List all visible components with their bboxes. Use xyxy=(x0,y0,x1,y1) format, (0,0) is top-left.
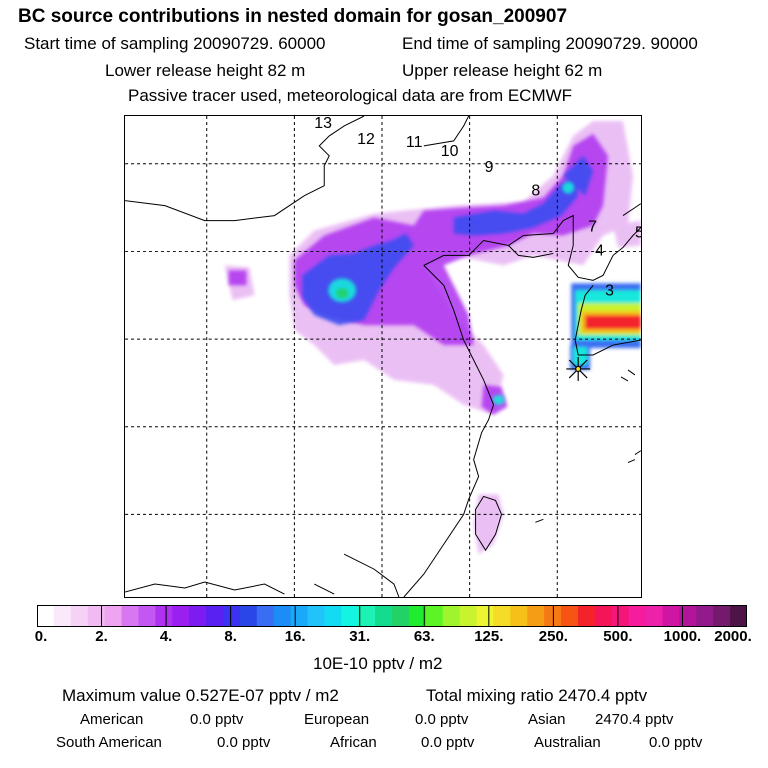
region-name-asian: Asian xyxy=(528,711,566,728)
colorbar-swatch xyxy=(561,605,579,627)
colorbar-swatch xyxy=(696,605,714,627)
colorbar-swatch xyxy=(222,605,241,627)
region-name-american: American xyxy=(80,711,144,728)
heatmap-plot: 13 12 11 10 9 8 7 4 5 3 xyxy=(124,115,642,598)
colorbar-swatch xyxy=(53,605,72,627)
colorbar-swatch xyxy=(662,605,680,627)
colorbar-tick-label: 250. xyxy=(538,628,568,645)
colorbar-swatch xyxy=(425,605,444,627)
traj-label: 13 xyxy=(314,115,332,132)
plume-core-green xyxy=(336,288,349,299)
colorbar-tick-label: 31. xyxy=(349,628,371,645)
colorbar-tick-label: 16. xyxy=(284,628,306,645)
colorbar-swatch xyxy=(375,605,393,627)
tracer-note: Passive tracer used, meteorological data… xyxy=(128,86,573,105)
region-value-asian: 2470.4 pptv xyxy=(595,711,674,728)
colorbar-swatch xyxy=(510,605,528,627)
colorbar-swatch xyxy=(628,605,647,627)
colorbar-swatch xyxy=(104,605,123,627)
colorbar-swatch xyxy=(392,605,410,627)
plume-field xyxy=(224,120,641,555)
colorbar-border xyxy=(37,605,747,627)
traj-label: 3 xyxy=(605,282,614,299)
traj-label: 4 xyxy=(595,242,604,259)
colorbar-swatch xyxy=(70,605,89,627)
colorbar-tick-label: 8. xyxy=(224,628,237,645)
colorbar-swatch xyxy=(138,605,156,627)
traj-label: 12 xyxy=(357,131,375,148)
region-value-european: 0.0 pptv xyxy=(415,711,469,728)
colorbar-swatch xyxy=(493,605,511,627)
total-mixing-ratio: Total mixing ratio 2470.4 pptv xyxy=(426,686,648,705)
colorbar-swatch xyxy=(206,605,224,627)
colorbar-swatch xyxy=(37,605,55,627)
plume-core-blue xyxy=(302,155,594,326)
region-value-south-american: 0.0 pptv xyxy=(217,734,271,751)
region-value-african: 0.0 pptv xyxy=(421,734,475,751)
colorbar-swatch xyxy=(256,605,275,627)
colorbar-swatch xyxy=(645,605,664,627)
colorbar-tick-label: 0. xyxy=(34,628,48,645)
colorbar-tick-label: 4. xyxy=(159,628,173,645)
region-name-south-american: South American xyxy=(56,734,162,751)
graticule xyxy=(125,116,641,597)
colorbar-tick-label: 63. xyxy=(413,628,435,645)
colorbar-swatch xyxy=(239,605,258,627)
colorbar-swatch xyxy=(527,605,545,627)
hotspot xyxy=(570,283,641,370)
colorbar-swatch xyxy=(307,605,325,627)
region-value-australian: 0.0 pptv xyxy=(649,734,703,751)
colorbar-tick-label: 2000. xyxy=(714,628,752,645)
traj-label: 11 xyxy=(406,134,423,151)
colorbar-units: 10E-10 pptv / m2 xyxy=(313,654,443,673)
colorbar-swatch xyxy=(459,605,478,627)
colorbar-swatch xyxy=(611,605,630,627)
end-time: End time of sampling 20090729. 90000 xyxy=(402,34,698,53)
chart-title: BC source contributions in nested domain… xyxy=(18,6,568,27)
colorbar-swatch xyxy=(730,605,747,627)
colorbar-swatch xyxy=(290,605,309,627)
region-value-american: 0.0 pptv xyxy=(190,711,244,728)
colorbar-tick-label: 500. xyxy=(603,628,633,645)
colorbar-tick-label: 125. xyxy=(474,628,504,645)
colorbar-swatch xyxy=(273,605,292,627)
colorbar-swatch xyxy=(358,605,376,627)
region-name-european: European xyxy=(304,711,370,728)
colorbar-swatch xyxy=(408,605,427,627)
lower-release-height: Lower release height 82 m xyxy=(105,61,306,80)
traj-label: 9 xyxy=(485,159,494,176)
traj-label: 8 xyxy=(531,183,540,200)
colorbar-swatch xyxy=(713,605,731,627)
maximum-value: Maximum value 0.527E-07 pptv / m2 xyxy=(62,686,339,705)
colorbar-swatch xyxy=(476,605,495,627)
start-time: Start time of sampling 20090729. 60000 xyxy=(24,34,326,53)
region-name-australian: Australian xyxy=(534,734,601,751)
colorbar-swatch xyxy=(577,605,596,627)
colorbar-tick-label: 1000. xyxy=(663,628,702,645)
colorbar-swatch xyxy=(87,605,106,627)
colorbar-swatch xyxy=(172,605,190,627)
colorbar-tick-label: 2. xyxy=(95,628,108,645)
colorbar-swatch xyxy=(189,605,207,627)
colorbar-swatch xyxy=(324,605,342,627)
colorbar-swatch xyxy=(594,605,613,627)
upper-release-height: Upper release height 62 m xyxy=(402,61,603,80)
traj-label: 10 xyxy=(441,143,459,160)
colorbar-swatch xyxy=(679,605,697,627)
colorbar-swatch xyxy=(341,605,359,627)
colorbar-swatch xyxy=(121,605,140,627)
traj-label: 7 xyxy=(588,219,597,236)
colorbar xyxy=(37,605,747,627)
colorbar-swatch xyxy=(442,605,461,627)
station-star-icon xyxy=(566,356,591,381)
region-name-african: African xyxy=(330,734,377,751)
traj-label: 5 xyxy=(635,224,642,241)
colorbar-swatch xyxy=(155,605,173,627)
